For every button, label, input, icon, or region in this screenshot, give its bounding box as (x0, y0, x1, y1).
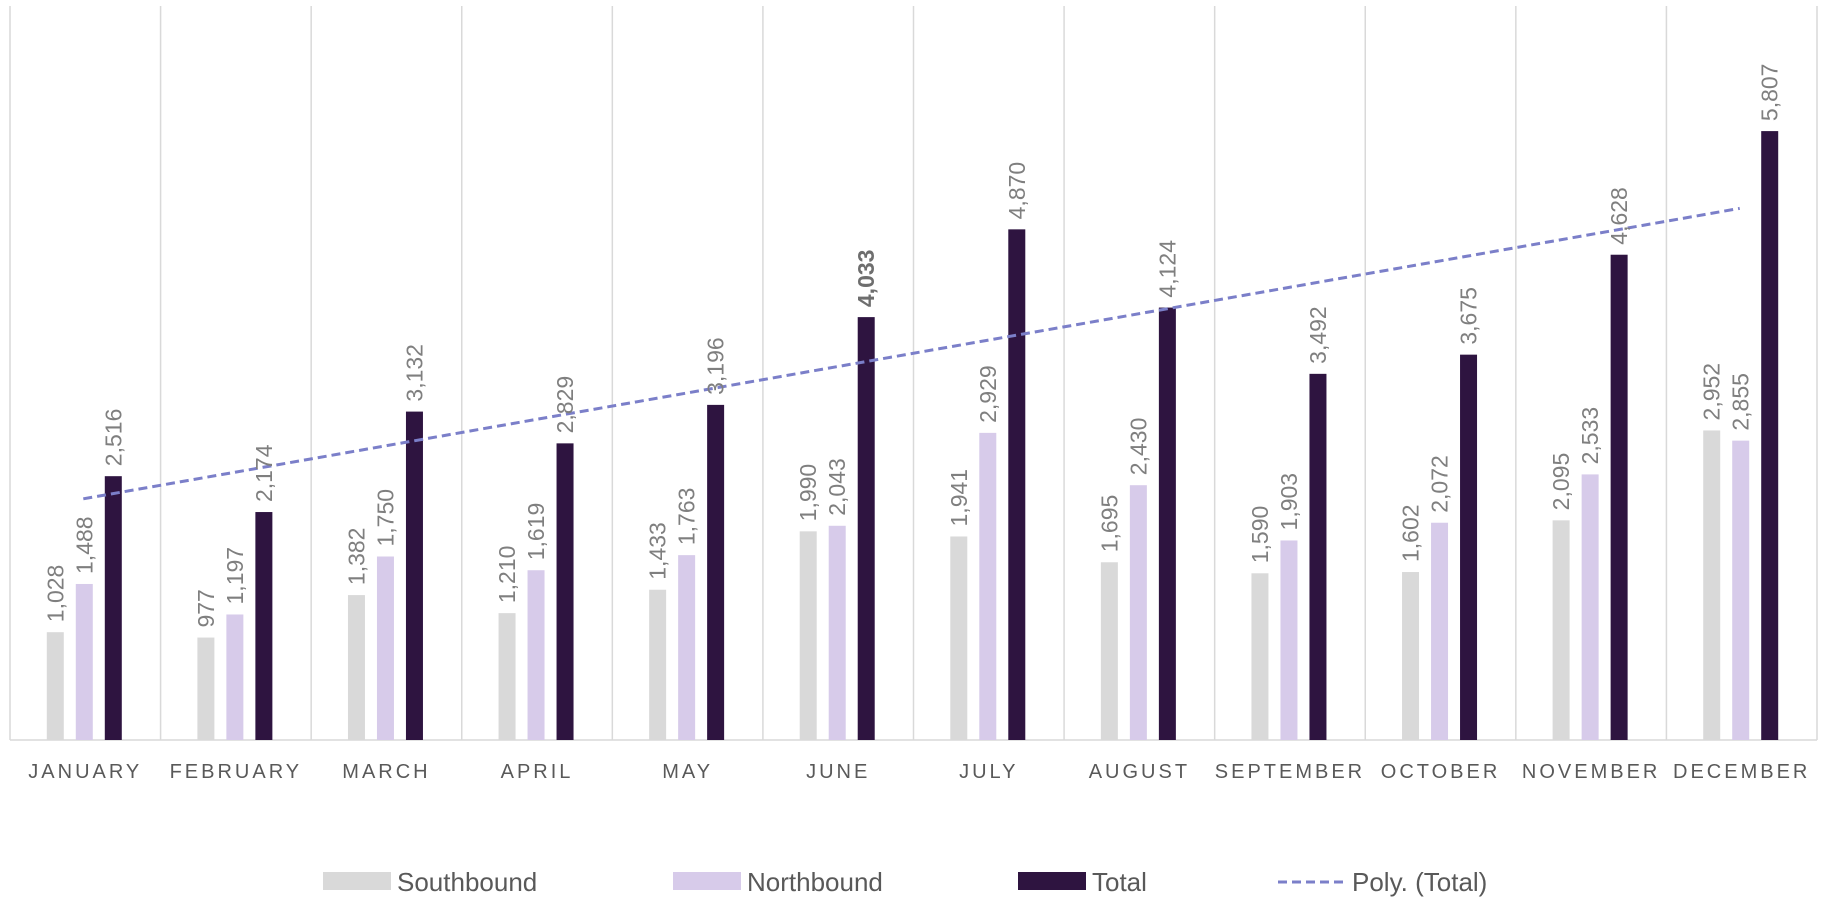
legend-label-northbound: Northbound (747, 867, 883, 897)
bar-total-june (857, 317, 875, 740)
x-tick-label-september: SEPTEMBER (1215, 761, 1365, 783)
x-tick-label-january: JANUARY (28, 761, 142, 783)
bar-northbound-september (1280, 540, 1298, 740)
bar-total-september (1309, 373, 1327, 740)
bar-southbound-september (1251, 573, 1269, 740)
data-label-northbound-january: 1,488 (71, 516, 97, 574)
data-label-total-august: 4,124 (1154, 240, 1180, 298)
bar-southbound-july (950, 536, 968, 740)
data-label-northbound-may: 1,763 (674, 488, 700, 546)
data-label-northbound-october: 2,072 (1427, 455, 1453, 513)
data-label-total-december: 5,807 (1757, 64, 1783, 122)
data-label-southbound-june: 1,990 (795, 464, 821, 522)
bar-southbound-october (1402, 572, 1420, 740)
bar-northbound-august (1129, 485, 1147, 740)
bar-southbound-february (197, 637, 215, 740)
data-label-southbound-february: 977 (193, 589, 219, 627)
data-label-total-february: 2,174 (251, 444, 277, 502)
data-label-southbound-january: 1,028 (42, 565, 68, 623)
data-label-total-october: 3,675 (1456, 287, 1482, 345)
data-label-total-may: 3,196 (703, 337, 729, 395)
legend-label-total: Total (1092, 867, 1147, 897)
bar-total-february (255, 512, 273, 740)
data-label-total-september: 3,492 (1305, 306, 1331, 364)
legend-label-poly-total: Poly. (Total) (1352, 867, 1487, 897)
bar-northbound-april (527, 570, 545, 740)
data-label-southbound-april: 1,210 (494, 546, 520, 604)
bar-southbound-june (799, 531, 817, 740)
legend-swatch-northbound (673, 872, 741, 890)
bar-total-january (104, 476, 122, 740)
data-label-southbound-may: 1,433 (645, 522, 671, 580)
bar-southbound-may (649, 589, 667, 740)
bar-total-august (1158, 307, 1176, 740)
bar-total-march (405, 411, 423, 740)
data-label-total-november: 4,628 (1606, 187, 1632, 245)
data-label-total-july: 4,870 (1004, 162, 1030, 220)
data-label-northbound-march: 1,750 (372, 489, 398, 547)
data-label-southbound-august: 1,695 (1096, 495, 1122, 553)
legend-swatch-southbound (323, 872, 391, 890)
bar-northbound-december (1732, 440, 1750, 740)
bar-northbound-july (979, 432, 997, 740)
data-label-total-january: 2,516 (100, 409, 126, 467)
data-label-southbound-march: 1,382 (343, 528, 369, 586)
data-label-southbound-july: 1,941 (946, 469, 972, 527)
bar-southbound-april (498, 613, 516, 740)
bar-southbound-november (1552, 520, 1570, 740)
bar-northbound-january (75, 583, 93, 740)
bar-northbound-may (678, 555, 696, 740)
data-label-southbound-september: 1,590 (1247, 506, 1273, 564)
data-label-total-april: 2,829 (552, 376, 578, 434)
bar-total-november (1610, 254, 1628, 741)
data-label-southbound-december: 2,952 (1699, 363, 1725, 421)
data-label-northbound-august: 2,430 (1125, 418, 1151, 476)
data-label-northbound-february: 1,197 (222, 547, 248, 605)
bar-northbound-february (226, 614, 244, 740)
data-label-northbound-december: 2,855 (1728, 373, 1754, 431)
bar-southbound-december (1703, 430, 1721, 740)
x-tick-label-april: APRIL (501, 761, 574, 783)
bar-total-october (1460, 354, 1478, 740)
bar-southbound-march (347, 595, 365, 740)
bar-total-july (1008, 229, 1026, 741)
x-tick-label-june: JUNE (806, 761, 870, 783)
data-label-northbound-june: 2,043 (824, 458, 850, 516)
x-tick-label-december: DECEMBER (1673, 761, 1810, 783)
x-tick-label-february: FEBRUARY (170, 761, 303, 783)
data-label-northbound-november: 2,533 (1577, 407, 1603, 465)
bar-northbound-june (828, 525, 846, 740)
bar-northbound-march (376, 556, 394, 740)
trendline-poly-total (83, 206, 1740, 501)
data-label-southbound-november: 2,095 (1548, 453, 1574, 511)
x-tick-label-may: MAY (662, 761, 713, 783)
x-tick-label-july: JULY (959, 761, 1018, 783)
bar-northbound-november (1581, 474, 1599, 740)
bar-southbound-january (46, 632, 64, 740)
x-tick-label-october: OCTOBER (1381, 761, 1501, 783)
bar-northbound-october (1431, 522, 1449, 740)
legend-label-southbound: Southbound (397, 867, 537, 897)
bar-total-april (556, 443, 574, 740)
bar-total-may (707, 404, 725, 740)
x-tick-label-march: MARCH (342, 761, 430, 783)
data-label-southbound-october: 1,602 (1398, 504, 1424, 562)
data-label-total-june: 4,033 (853, 250, 879, 308)
bar-southbound-august (1100, 562, 1118, 740)
data-label-northbound-april: 1,619 (523, 503, 549, 561)
x-tick-label-november: NOVEMBER (1522, 761, 1660, 783)
legend-swatch-total (1018, 872, 1086, 890)
bar-total-december (1761, 131, 1779, 740)
data-label-northbound-july: 2,929 (975, 365, 1001, 423)
data-label-total-march: 3,132 (401, 344, 427, 402)
x-tick-label-august: AUGUST (1089, 761, 1190, 783)
data-label-northbound-september: 1,903 (1276, 473, 1302, 531)
